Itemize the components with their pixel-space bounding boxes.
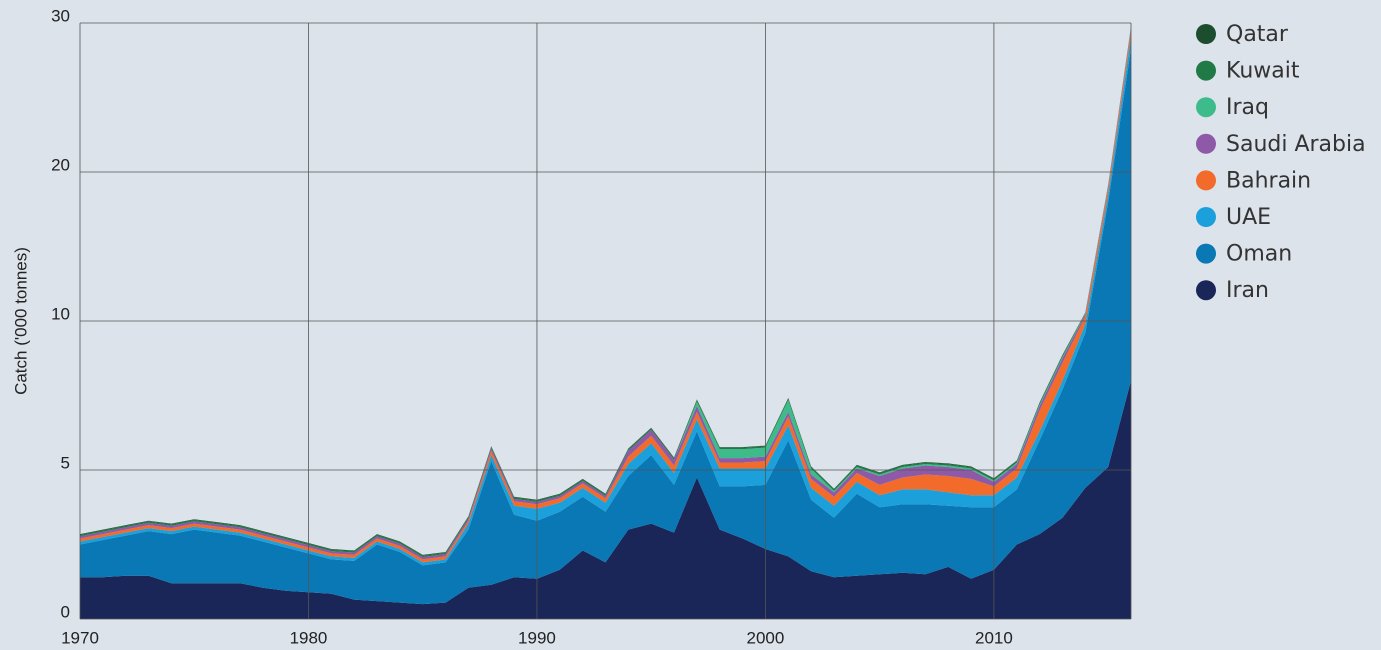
area bbox=[80, 48, 1131, 605]
legend-label: Qatar bbox=[1226, 22, 1289, 47]
y-tick-label: 5 bbox=[61, 453, 70, 472]
legend-swatch bbox=[1196, 24, 1216, 44]
x-tick-label: 1990 bbox=[518, 628, 556, 647]
x-tick-label: 2000 bbox=[747, 628, 785, 647]
area bbox=[80, 380, 1131, 619]
legend-swatch bbox=[1196, 207, 1216, 227]
legend-swatch bbox=[1196, 133, 1216, 154]
legend-label: Iraq bbox=[1226, 95, 1269, 120]
y-tick-label: 20 bbox=[51, 155, 70, 174]
legend-label: Iran bbox=[1226, 278, 1269, 303]
legend-swatch bbox=[1196, 97, 1216, 118]
area bbox=[80, 30, 1131, 563]
x-tick-label: 1970 bbox=[61, 628, 99, 647]
legend-swatch bbox=[1196, 243, 1216, 264]
legend-label: Kuwait bbox=[1226, 59, 1300, 84]
legend-label: Saudi Arabia bbox=[1226, 132, 1366, 157]
legend-label: UAE bbox=[1226, 205, 1271, 230]
y-tick-label: 0 bbox=[61, 602, 70, 621]
y-tick-label: 10 bbox=[51, 304, 70, 323]
y-axis-label: Catch ('000 tonnes) bbox=[11, 247, 30, 395]
x-tick-label: 2010 bbox=[975, 628, 1013, 647]
legend-label: Bahrain bbox=[1226, 168, 1311, 193]
y-tick-label: 30 bbox=[51, 6, 70, 25]
x-tick-label: 1980 bbox=[290, 628, 328, 647]
legend-swatch bbox=[1196, 280, 1216, 301]
legend-swatch bbox=[1196, 170, 1216, 191]
legend-label: Oman bbox=[1226, 242, 1292, 267]
legend-swatch bbox=[1196, 60, 1216, 81]
